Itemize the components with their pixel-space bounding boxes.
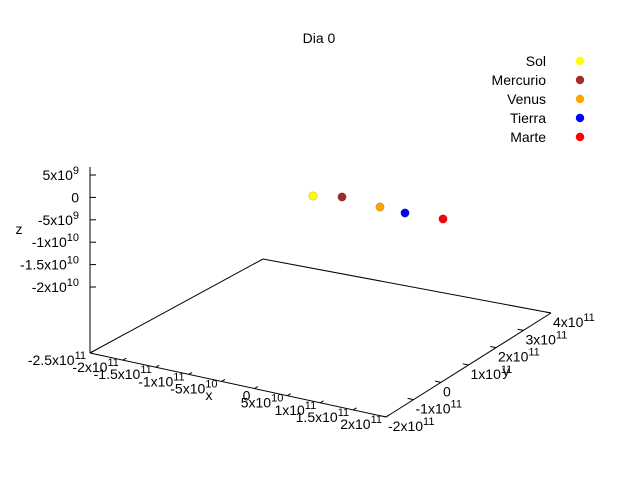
y-tick-label: 2x1011 [498,347,540,365]
y-tick-mark [379,415,387,418]
x-tick-label: -1.5x1011 [94,364,152,382]
data-points [308,191,448,224]
base-edge-front [89,352,387,418]
y-tick-label: -2x1011 [388,416,434,434]
legend-marker [575,132,585,142]
x-tick-label: 0 [243,388,251,404]
legend-label: Sol [526,53,546,69]
legend-marker [575,94,585,104]
y-tick-mark [462,363,469,366]
base-edge-back [262,258,552,314]
z-tick-label: -2x1010 [32,277,79,295]
y-tick-mark [517,328,524,331]
y-tick-mark [490,346,497,349]
y-tick-label: 1x1011 [471,364,513,382]
point-mercurio [337,192,347,202]
y-tick-label: 0 [443,383,451,399]
x-axis-label: x [206,387,213,403]
y-tick-mark [545,311,552,314]
legend: Sol Mercurio Venus Tierra Marte [492,53,585,145]
x-tick-mark [155,364,160,368]
z-tick-label: 0 [71,189,79,205]
z-tick-label: -1.5x1010 [20,255,79,273]
x-tick-mark [221,379,226,382]
x-tick-label: -2x1011 [72,357,118,375]
x-tick-label: 1x1011 [274,400,316,418]
y-tick-mark [435,380,442,383]
x-tick-label: -2.5x1011 [28,350,86,368]
x-tick-mark [254,386,259,389]
x-tick-mark [385,414,390,418]
x-tick-mark [287,393,291,397]
y-tick-label: -1x1011 [416,399,462,417]
z-tick-label: -1x1010 [32,232,79,250]
axes: -2.5x1011-2x1011-1.5x1011-1x1011-5x10100… [20,165,595,434]
x-tick-mark [319,400,324,404]
z-axis-label: z [16,221,23,237]
legend-marker [575,56,585,66]
point-venus [375,202,385,212]
base-edge-left [89,258,264,354]
point-tierra [400,208,410,218]
z-tick-label: -5x109 [38,210,79,228]
x-tick-mark [352,407,357,411]
x-tick-label: -1x1011 [138,371,184,389]
legend-label: Mercurio [492,72,547,88]
x-tick-label: -5x1010 [170,378,217,396]
legend-label: Venus [507,91,546,107]
chart-title: Dia 0 [303,30,336,46]
x-tick-label: 1.5x1011 [296,407,349,425]
legend-label: Tierra [510,110,546,126]
point-marte [438,214,448,224]
x-tick-mark [122,357,127,361]
legend-label: Marte [510,129,546,145]
y-tick-mark [407,397,414,401]
legend-marker [575,113,585,123]
x-tick-label: 5x1010 [241,393,284,411]
z-tick-label: 5x109 [43,165,79,183]
y-tick-label: 3x1011 [526,329,568,347]
y-tick-label: 4x1011 [553,312,595,330]
y-axis-label: y [503,363,510,379]
x-tick-mark [89,350,94,354]
x-tick-mark [188,371,193,375]
point-sol [308,191,318,201]
legend-marker [575,75,585,85]
x-tick-label: 2x1011 [340,414,382,432]
